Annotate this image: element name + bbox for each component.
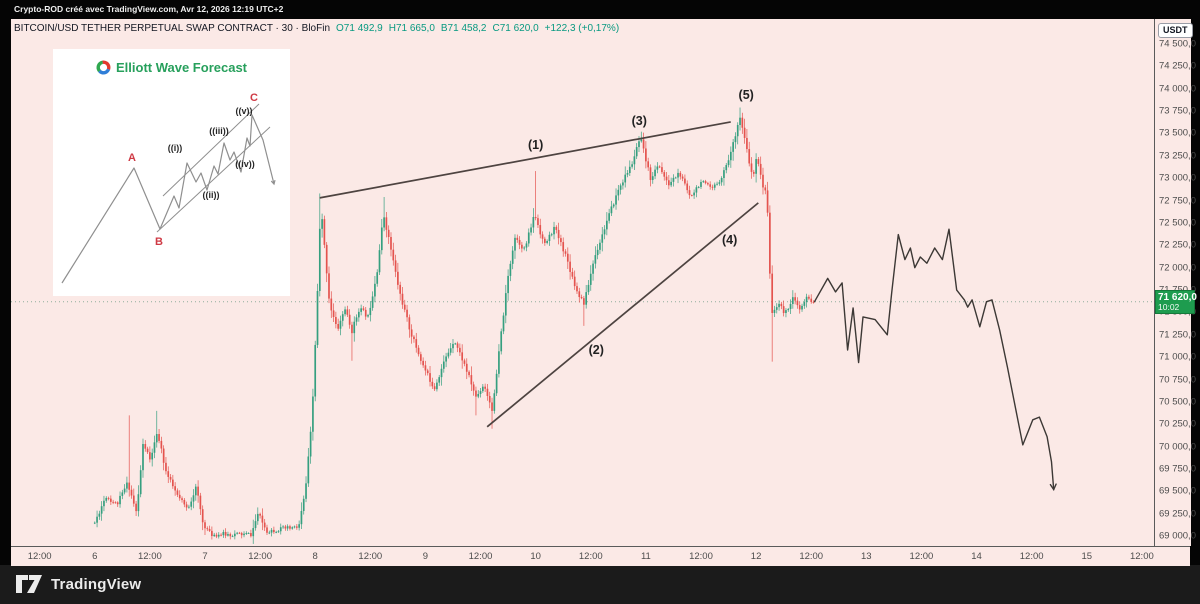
price-tick-label: 72 500,0 xyxy=(1159,217,1196,229)
symbol-legend[interactable]: BITCOIN/USD TETHER PERPETUAL SWAP CONTRA… xyxy=(14,23,619,34)
svg-text:((iii)): ((iii)) xyxy=(209,126,229,136)
time-tick-label: 11 xyxy=(640,551,651,562)
price-tick-label: 72 750,0 xyxy=(1159,195,1196,207)
price-tick-label: 72 000,0 xyxy=(1159,262,1196,274)
tradingview-logo-icon xyxy=(16,574,42,593)
time-tick-label: 8 xyxy=(312,551,318,562)
svg-text:C: C xyxy=(250,92,258,104)
exchange-name: BloFin xyxy=(301,23,331,34)
time-tick-label: 12:00 xyxy=(1129,551,1154,562)
ohlc-item: O71 492,9 xyxy=(336,23,383,34)
svg-text:(3): (3) xyxy=(632,114,647,128)
time-tick-label: 9 xyxy=(422,551,429,562)
elliott-wave-header: Elliott Wave Forecast xyxy=(53,59,290,77)
time-tick-label: 7 xyxy=(202,551,208,562)
footer-bar: TradingView xyxy=(0,565,1200,604)
change-value: +122,3 (+0,17%) xyxy=(544,23,620,34)
svg-text:((i)): ((i)) xyxy=(168,143,183,153)
publication-top-bar: Crypto-ROD créé avec TradingView.com, Av… xyxy=(0,0,1200,19)
ohlc-item: H71 665,0 xyxy=(388,23,435,34)
time-tick-label: 12 xyxy=(750,551,762,562)
time-tick-label: 10 xyxy=(530,551,541,562)
time-tick-label: 12:00 xyxy=(27,551,52,562)
last-price-badge: 71 620,0 10:02 xyxy=(1155,289,1197,314)
price-tick-label: 71 250,0 xyxy=(1159,329,1196,341)
price-tick-label: 73 500,0 xyxy=(1159,127,1196,139)
symbol-name: BITCOIN/USD TETHER PERPETUAL SWAP CONTRA… xyxy=(14,23,273,34)
time-tick-label: 6 xyxy=(92,551,98,562)
time-tick-label: 12:00 xyxy=(358,551,383,562)
currency-unit-label[interactable]: USDT xyxy=(1158,23,1193,38)
time-tick-label: 12:00 xyxy=(799,551,824,562)
price-tick-label: 69 750,0 xyxy=(1159,463,1196,475)
ohlc-values: O71 492,9 H71 665,0 B71 458,2 C71 620,0 xyxy=(330,23,539,34)
svg-text:(2): (2) xyxy=(589,343,604,357)
ohlc-item: C71 620,0 xyxy=(492,23,539,34)
elliott-wave-title: Elliott Wave Forecast xyxy=(116,60,247,75)
ohlc-item: B71 458,2 xyxy=(440,23,487,34)
time-tick-label: 14 xyxy=(971,551,982,562)
svg-text:(1): (1) xyxy=(528,138,543,152)
price-tick-label: 70 250,0 xyxy=(1159,418,1196,430)
elliott-wave-watermark: A B C ((i)) ((ii)) ((iii)) ((iv)) ((v)) Elliott… xyxy=(53,49,290,296)
time-tick-label: 12:00 xyxy=(468,551,493,562)
price-tick-label: 69 250,0 xyxy=(1159,508,1196,520)
time-tick-label: 12:00 xyxy=(689,551,713,562)
svg-text:(4): (4) xyxy=(722,233,737,247)
candlestick-plot[interactable]: (1) (2) (3) (4) (5) xyxy=(11,19,1154,546)
time-tick-label: 12:00 xyxy=(909,551,934,562)
price-tick-label: 69 500,0 xyxy=(1159,485,1196,497)
chart-area[interactable]: BITCOIN/USD TETHER PERPETUAL SWAP CONTRA… xyxy=(11,19,1197,566)
legend-separator-2: · xyxy=(292,23,302,34)
price-tick-label: 74 000,0 xyxy=(1159,83,1196,95)
last-price-value: 71 620,0 xyxy=(1158,291,1197,303)
svg-text:A: A xyxy=(128,152,136,164)
price-tick-label: 70 500,0 xyxy=(1159,396,1196,408)
tradingview-brand-text: TradingView xyxy=(51,576,142,593)
price-tick-label: 69 000,0 xyxy=(1159,530,1196,542)
time-tick-label: 12:00 xyxy=(1019,551,1044,562)
price-tick-label: 74 500,0 xyxy=(1159,38,1196,50)
price-scale[interactable]: USDT 71 620,0 10:02 74 500,0 74 250,0 74 0… xyxy=(1154,19,1197,546)
tradingview-link[interactable]: TradingView xyxy=(16,574,142,595)
time-tick-label: 12:00 xyxy=(578,551,603,562)
price-tick-label: 70 000,0 xyxy=(1159,441,1196,453)
price-tick-label: 73 250,0 xyxy=(1159,150,1196,162)
price-tick-label: 70 750,0 xyxy=(1159,374,1196,386)
price-tick-label: 73 000,0 xyxy=(1159,172,1196,184)
price-tick-label: 74 250,0 xyxy=(1159,60,1196,72)
svg-text:B: B xyxy=(155,236,163,248)
interval-value: 30 xyxy=(281,23,293,34)
svg-text:((v)): ((v)) xyxy=(236,106,253,116)
svg-text:(5): (5) xyxy=(739,88,754,102)
publication-title: Crypto-ROD créé avec TradingView.com, Av… xyxy=(14,4,284,14)
svg-text:((iv)): ((iv)) xyxy=(235,159,255,169)
time-tick-label: 12:00 xyxy=(137,551,162,562)
time-tick-label: 13 xyxy=(861,551,872,562)
price-tick-label: 73 750,0 xyxy=(1159,105,1196,117)
time-tick-label: 12:00 xyxy=(248,551,272,562)
bar-countdown: 10:02 xyxy=(1158,301,1180,312)
time-tick-label: 15 xyxy=(1081,551,1093,562)
time-scale[interactable]: 12:00 6 12:00 7 12:00 8 12:00 9 12:00 10 12:00 11 12… xyxy=(11,546,1190,566)
elliott-wave-diagram: A B C ((i)) ((ii)) ((iii)) ((iv)) ((v)) xyxy=(61,92,276,284)
svg-text:((ii)): ((ii)) xyxy=(203,190,220,200)
price-tick-label: 71 000,0 xyxy=(1159,351,1196,363)
price-tick-label: 72 250,0 xyxy=(1159,239,1196,251)
elliott-wave-logo-icon xyxy=(96,60,111,75)
legend-separator-1: · xyxy=(272,23,282,34)
